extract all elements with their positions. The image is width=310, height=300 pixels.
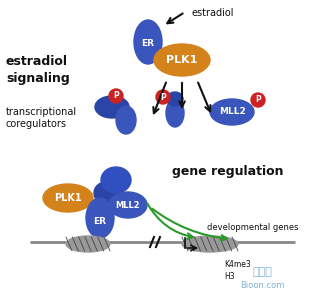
Text: PLK1: PLK1: [54, 193, 82, 203]
Text: P: P: [255, 95, 261, 104]
Ellipse shape: [101, 167, 131, 193]
Ellipse shape: [94, 182, 118, 204]
Text: H3: H3: [224, 272, 235, 281]
Ellipse shape: [166, 99, 184, 127]
Ellipse shape: [154, 44, 210, 76]
Circle shape: [251, 93, 265, 107]
Ellipse shape: [167, 92, 183, 106]
Text: MLL2: MLL2: [219, 107, 246, 116]
Ellipse shape: [86, 198, 114, 238]
Text: P: P: [160, 92, 166, 101]
Text: K4me3: K4me3: [224, 260, 251, 269]
Ellipse shape: [66, 236, 110, 252]
Ellipse shape: [116, 106, 136, 134]
Ellipse shape: [210, 99, 254, 125]
Ellipse shape: [109, 192, 147, 218]
Circle shape: [156, 90, 170, 104]
Ellipse shape: [95, 96, 129, 118]
Text: developmental genes: developmental genes: [207, 224, 299, 232]
Text: estradiol: estradiol: [192, 8, 234, 18]
Text: estradiol
signaling: estradiol signaling: [6, 55, 70, 85]
Text: gene regulation: gene regulation: [172, 166, 284, 178]
Text: ER: ER: [141, 40, 154, 49]
Ellipse shape: [182, 236, 238, 252]
Text: MLL2: MLL2: [116, 200, 140, 209]
Text: Bioon.com: Bioon.com: [240, 280, 284, 290]
Text: ER: ER: [94, 218, 107, 226]
Text: 生物谷: 生物谷: [252, 267, 272, 277]
Circle shape: [109, 89, 123, 103]
Text: transcriptional
coregulators: transcriptional coregulators: [6, 107, 77, 129]
Text: P: P: [113, 92, 119, 100]
Ellipse shape: [134, 20, 162, 64]
Text: PLK1: PLK1: [166, 55, 198, 65]
Ellipse shape: [43, 184, 93, 212]
